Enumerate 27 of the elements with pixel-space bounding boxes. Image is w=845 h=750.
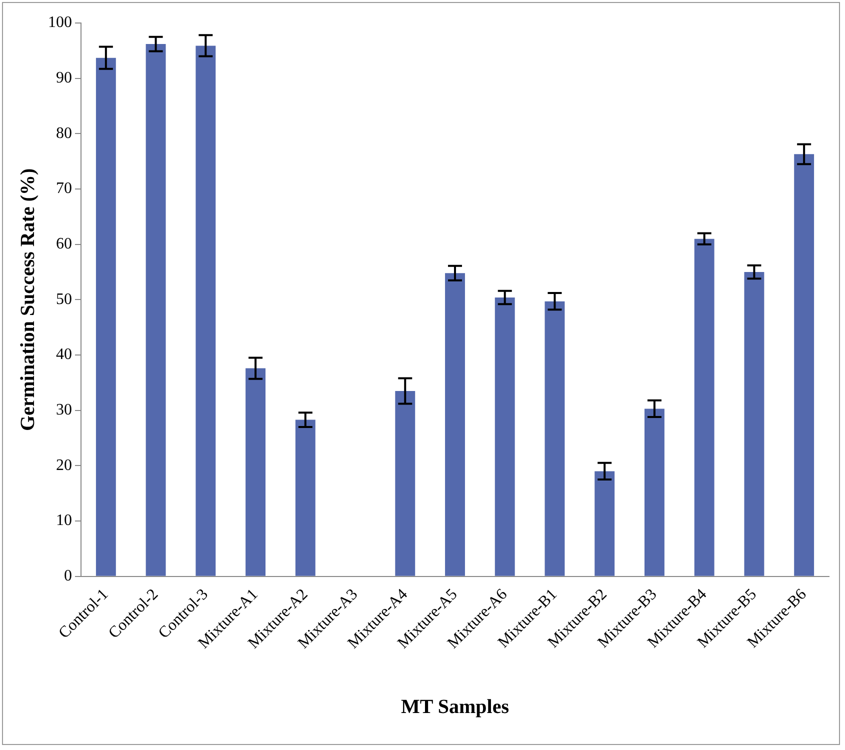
- y-tick-label: 20: [56, 456, 72, 474]
- bar: [594, 471, 615, 576]
- bar: [744, 272, 764, 576]
- y-tick-label: 40: [56, 346, 72, 364]
- y-tick-label: 50: [56, 290, 72, 308]
- bar: [694, 238, 714, 576]
- y-tick-label: 90: [56, 70, 72, 87]
- bar: [246, 368, 266, 576]
- bar: [544, 301, 565, 576]
- y-tick-label: 100: [48, 14, 72, 32]
- y-tick-label: 30: [56, 402, 72, 419]
- y-tick-label: 0: [64, 568, 72, 585]
- bar: [794, 154, 814, 576]
- bar: [295, 420, 316, 576]
- y-tick-label: 70: [56, 180, 72, 198]
- y-tick-label: 60: [56, 236, 72, 253]
- bar: [395, 391, 416, 576]
- y-tick-label: 10: [56, 512, 72, 530]
- bar: [494, 297, 515, 576]
- bar: [96, 58, 116, 576]
- bar: [445, 273, 465, 576]
- bar: [146, 44, 166, 576]
- y-tick-label: 80: [56, 124, 72, 142]
- bar: [644, 408, 664, 576]
- y-axis-title: Germination Success Rate (%): [17, 168, 40, 432]
- x-axis-title: MT Samples: [401, 696, 510, 718]
- bar: [196, 46, 216, 576]
